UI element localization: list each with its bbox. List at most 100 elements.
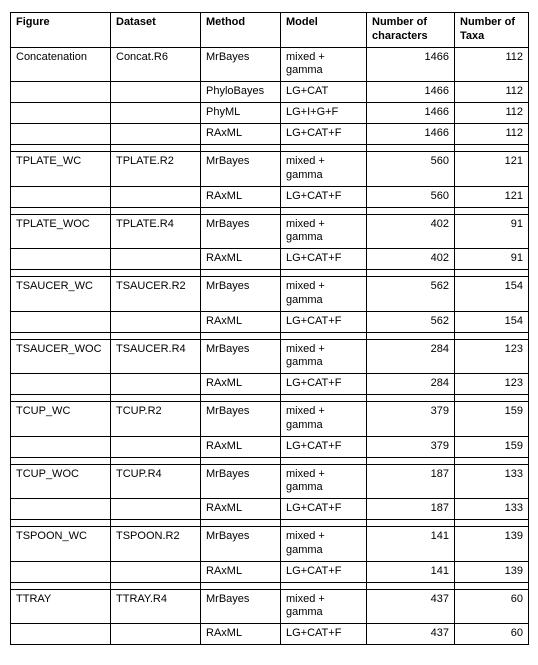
cell-model: LG+CAT+F xyxy=(281,124,367,145)
cell-figure xyxy=(11,624,111,645)
cell-dataset: TTRAY.R4 xyxy=(111,589,201,624)
cell-figure xyxy=(11,561,111,582)
cell-method: MrBayes xyxy=(201,464,281,499)
cell-dataset xyxy=(111,186,201,207)
cell-model: LG+I+G+F xyxy=(281,103,367,124)
cell-method: MrBayes xyxy=(201,589,281,624)
spacer-cell xyxy=(455,582,529,589)
spacer-cell xyxy=(111,582,201,589)
page: Figure Dataset Method Model Number of ch… xyxy=(0,0,538,665)
cell-figure xyxy=(11,82,111,103)
header-row: Figure Dataset Method Model Number of ch… xyxy=(11,13,529,48)
cell-figure xyxy=(11,436,111,457)
spacer-cell xyxy=(201,332,281,339)
cell-method: RAxML xyxy=(201,186,281,207)
cell-dataset: TCUP.R4 xyxy=(111,464,201,499)
cell-method: RAxML xyxy=(201,249,281,270)
spacer-cell xyxy=(455,457,529,464)
cell-method: PhyML xyxy=(201,103,281,124)
cell-dataset xyxy=(111,103,201,124)
cell-taxa: 112 xyxy=(455,124,529,145)
table-row: RAxMLLG+CAT+F560121 xyxy=(11,186,529,207)
cell-taxa: 154 xyxy=(455,311,529,332)
spacer-row xyxy=(11,145,529,152)
table-row: PhyMLLG+I+G+F1466112 xyxy=(11,103,529,124)
spacer-row xyxy=(11,395,529,402)
cell-taxa: 121 xyxy=(455,186,529,207)
cell-chars: 562 xyxy=(367,311,455,332)
cell-chars: 437 xyxy=(367,624,455,645)
cell-dataset xyxy=(111,311,201,332)
spacer-cell xyxy=(11,582,111,589)
spacer-row xyxy=(11,207,529,214)
cell-figure: TCUP_WC xyxy=(11,402,111,437)
spacer-cell xyxy=(201,270,281,277)
cell-chars: 1466 xyxy=(367,103,455,124)
cell-figure: TTRAY xyxy=(11,589,111,624)
table-row: RAxMLLG+CAT+F284123 xyxy=(11,374,529,395)
cell-taxa: 159 xyxy=(455,402,529,437)
cell-chars: 1466 xyxy=(367,124,455,145)
spacer-cell xyxy=(281,145,367,152)
spacer-cell xyxy=(281,207,367,214)
cell-chars: 187 xyxy=(367,464,455,499)
cell-figure: TSAUCER_WC xyxy=(11,277,111,312)
table-row: PhyloBayesLG+CAT1466112 xyxy=(11,82,529,103)
cell-taxa: 112 xyxy=(455,103,529,124)
cell-method: MrBayes xyxy=(201,47,281,82)
spacer-cell xyxy=(201,457,281,464)
cell-taxa: 121 xyxy=(455,152,529,187)
spacer-cell xyxy=(455,395,529,402)
cell-model: mixed + gamma xyxy=(281,47,367,82)
cell-model: LG+CAT+F xyxy=(281,436,367,457)
cell-dataset xyxy=(111,499,201,520)
cell-taxa: 60 xyxy=(455,624,529,645)
cell-model: LG+CAT xyxy=(281,82,367,103)
spacer-cell xyxy=(111,395,201,402)
cell-chars: 1466 xyxy=(367,82,455,103)
spacer-cell xyxy=(11,520,111,527)
cell-method: MrBayes xyxy=(201,152,281,187)
spacer-cell xyxy=(281,582,367,589)
spacer-cell xyxy=(111,332,201,339)
spacer-cell xyxy=(367,332,455,339)
cell-chars: 402 xyxy=(367,214,455,249)
cell-model: LG+CAT+F xyxy=(281,186,367,207)
cell-chars: 560 xyxy=(367,152,455,187)
cell-method: MrBayes xyxy=(201,214,281,249)
spacer-cell xyxy=(281,520,367,527)
cell-figure: TSAUCER_WOC xyxy=(11,339,111,374)
cell-taxa: 133 xyxy=(455,464,529,499)
cell-chars: 141 xyxy=(367,561,455,582)
cell-model: LG+CAT+F xyxy=(281,311,367,332)
spacer-cell xyxy=(111,207,201,214)
spacer-cell xyxy=(111,520,201,527)
cell-method: MrBayes xyxy=(201,277,281,312)
spacer-cell xyxy=(455,145,529,152)
col-figure: Figure xyxy=(11,13,111,48)
table-body: ConcatenationConcat.R6MrBayesmixed + gam… xyxy=(11,47,529,645)
cell-figure xyxy=(11,374,111,395)
cell-model: LG+CAT+F xyxy=(281,249,367,270)
cell-taxa: 133 xyxy=(455,499,529,520)
cell-model: mixed + gamma xyxy=(281,339,367,374)
table-header: Figure Dataset Method Model Number of ch… xyxy=(11,13,529,48)
cell-model: mixed + gamma xyxy=(281,152,367,187)
cell-taxa: 60 xyxy=(455,589,529,624)
spacer-cell xyxy=(455,207,529,214)
cell-method: RAxML xyxy=(201,374,281,395)
table-row: RAxMLLG+CAT+F141139 xyxy=(11,561,529,582)
cell-method: RAxML xyxy=(201,124,281,145)
cell-dataset xyxy=(111,82,201,103)
table-row: TCUP_WOCTCUP.R4MrBayesmixed + gamma18713… xyxy=(11,464,529,499)
cell-figure: TPLATE_WC xyxy=(11,152,111,187)
cell-chars: 187 xyxy=(367,499,455,520)
cell-model: mixed + gamma xyxy=(281,214,367,249)
table-row: TPLATE_WCTPLATE.R2MrBayesmixed + gamma56… xyxy=(11,152,529,187)
spacer-cell xyxy=(11,270,111,277)
table-row: RAxMLLG+CAT+F1466112 xyxy=(11,124,529,145)
cell-model: LG+CAT+F xyxy=(281,374,367,395)
cell-dataset xyxy=(111,374,201,395)
cell-taxa: 91 xyxy=(455,214,529,249)
spacer-row xyxy=(11,332,529,339)
